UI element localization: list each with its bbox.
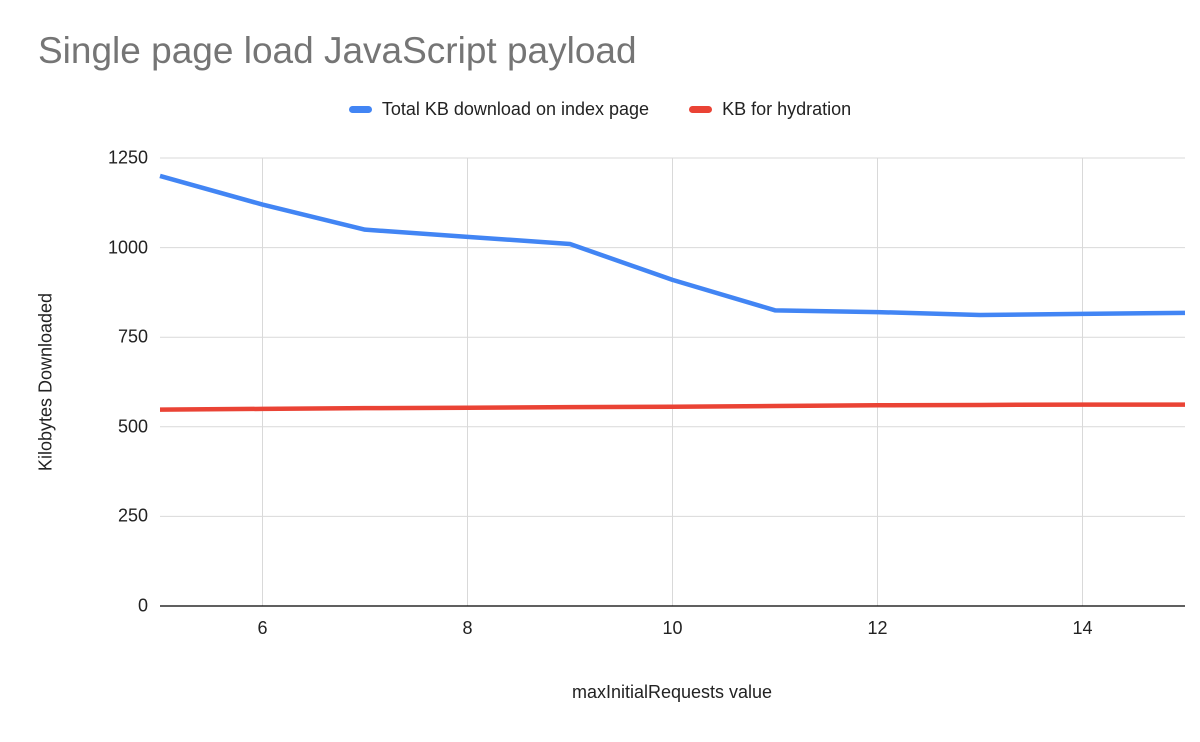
legend-item: Total KB download on index page: [348, 99, 650, 120]
legend-swatch: [348, 106, 372, 113]
series-line: [159, 402, 1185, 412]
legend-label: KB for hydration: [722, 99, 852, 119]
x-axis-title: maxInitialRequests value: [571, 682, 773, 702]
legend-label: Total KB download on index page: [381, 99, 650, 119]
y-axis-title: Kilobytes Downloaded: [35, 292, 56, 472]
legend-item: KB for hydration: [689, 99, 851, 120]
series-line: [159, 173, 1186, 318]
legend-swatch: [689, 106, 713, 113]
chart-title: Single page load JavaScript payload: [38, 30, 637, 71]
chart-legend: Total KB download on index page KB for hy…: [0, 99, 1200, 120]
